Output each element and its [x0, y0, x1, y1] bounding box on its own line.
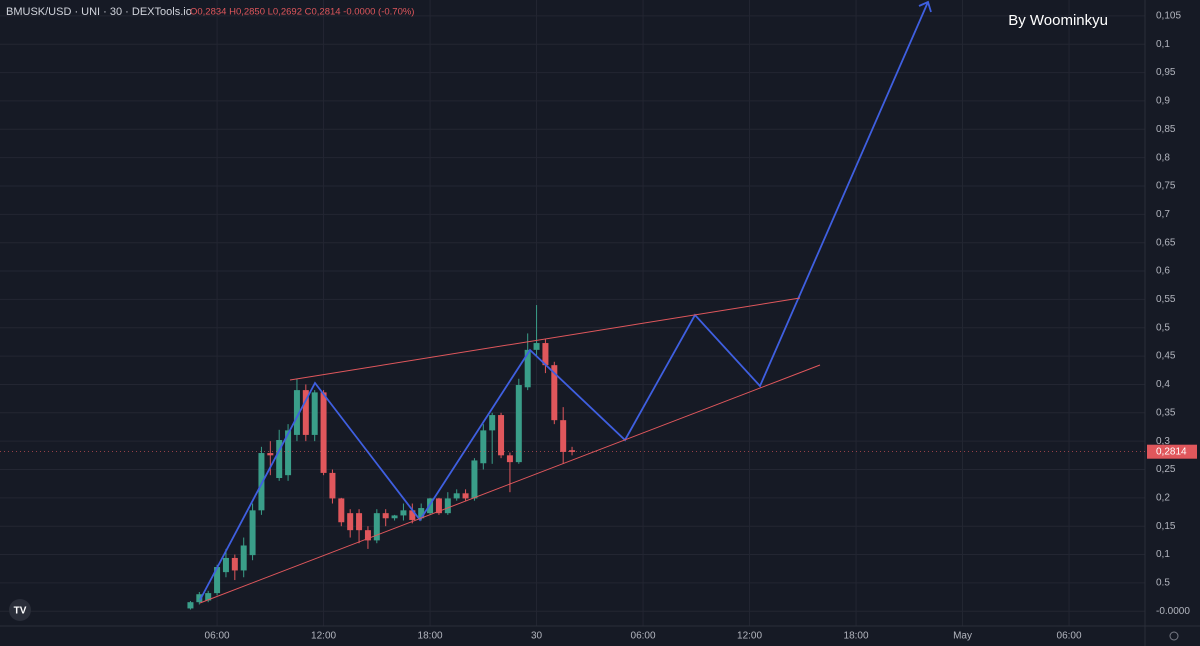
- candle-body: [214, 567, 221, 594]
- trendline-upper: [289, 297, 801, 381]
- candle-body: [373, 513, 380, 541]
- candle-body: [382, 513, 389, 519]
- candle-body: [356, 513, 363, 531]
- candle-body: [453, 493, 460, 499]
- candle-body: [506, 455, 513, 463]
- x-tick-label: 06:00: [205, 631, 230, 642]
- candle-body: [480, 430, 487, 464]
- y-tick-label: -0.0000: [1156, 606, 1190, 617]
- candle-body: [338, 498, 345, 523]
- candle-body: [205, 593, 212, 601]
- y-tick-label: 0,9: [1156, 96, 1170, 107]
- candle-body: [551, 365, 558, 421]
- candle-body: [391, 515, 398, 519]
- y-tick-label: 0,6: [1156, 266, 1170, 277]
- y-tick-label: 0,35: [1156, 407, 1176, 418]
- candle-body: [293, 390, 300, 435]
- x-tick-label: 18:00: [418, 631, 443, 642]
- candle-body: [533, 343, 540, 350]
- x-tick-label: 06:00: [631, 631, 656, 642]
- y-tick-label: 0,3: [1156, 436, 1170, 447]
- candle-body: [249, 510, 256, 556]
- last-price-tag: [1147, 444, 1197, 459]
- x-tick-label: 12:00: [311, 631, 336, 642]
- y-tick-label: 0,55: [1156, 294, 1176, 305]
- y-tick-label: 0,45: [1156, 351, 1176, 362]
- x-tick-label: 18:00: [844, 631, 869, 642]
- y-tick-label: 0,85: [1156, 124, 1176, 135]
- candle-body: [302, 390, 309, 435]
- settings-icon[interactable]: [1169, 631, 1179, 641]
- grid: [0, 0, 1145, 626]
- y-tick-label: 0,65: [1156, 237, 1176, 248]
- logo-mark: TV: [14, 606, 27, 617]
- candle-body: [311, 392, 318, 435]
- y-tick-label: 0,8: [1156, 152, 1170, 163]
- candle-body: [267, 453, 274, 456]
- x-tick-label: May: [953, 631, 972, 642]
- tv-logo: TV: [9, 599, 31, 621]
- y-tick-label: 0,105: [1156, 11, 1181, 22]
- candle-body: [418, 508, 425, 519]
- candle-body: [524, 349, 531, 388]
- x-tick-label: 12:00: [737, 631, 762, 642]
- candle-body: [400, 510, 407, 516]
- candle-body: [471, 460, 478, 499]
- y-tick-label: 0.5: [1156, 578, 1170, 589]
- last-price-label: 0,2814: [1156, 446, 1187, 457]
- y-tick-label: 0,4: [1156, 379, 1170, 390]
- y-tick-label: 0,1: [1156, 39, 1170, 50]
- trendline-lower: [199, 364, 821, 604]
- x-tick-label: 06:00: [1057, 631, 1082, 642]
- candle-body: [187, 602, 194, 609]
- candle-body: [196, 594, 203, 603]
- candle-body: [515, 385, 522, 463]
- candle-body: [347, 513, 354, 531]
- y-tick-label: 0,2: [1156, 492, 1170, 503]
- candle-body: [498, 415, 505, 456]
- candle-body: [276, 440, 283, 479]
- y-tick-label: 0,25: [1156, 464, 1176, 475]
- candle-body: [560, 420, 567, 452]
- candle-body: [222, 557, 229, 573]
- projection-path: [199, 1, 929, 601]
- candle-body: [569, 450, 576, 452]
- y-tick-label: 0,15: [1156, 521, 1176, 532]
- x-tick-label: 30: [531, 631, 543, 642]
- symbol-title: BMUSK/USD · UNI · 30 · DEXTools.io: [6, 6, 192, 18]
- candle-body: [285, 430, 292, 476]
- candle-body: [329, 472, 336, 499]
- candle-body: [258, 453, 265, 511]
- y-tick-label: 0,1: [1156, 549, 1170, 560]
- candle-body: [320, 392, 327, 473]
- candle-body: [489, 415, 496, 431]
- author-annotation: By Woominkyu: [1008, 12, 1108, 29]
- candle-body: [409, 510, 416, 520]
- y-tick-label: 0,7: [1156, 209, 1170, 220]
- candle-body: [444, 498, 451, 514]
- ohlc-header: O0,2834 H0,2850 L0,2692 C0,2814 -0.0000 …: [190, 7, 414, 18]
- y-tick-label: 0,75: [1156, 181, 1176, 192]
- candle-body: [435, 498, 442, 514]
- y-tick-label: 0,5: [1156, 322, 1170, 333]
- arrow-head: [918, 0, 932, 13]
- y-tick-label: 0,95: [1156, 67, 1176, 78]
- candle-body: [240, 545, 247, 571]
- candle-body: [364, 530, 371, 541]
- candle-body: [231, 557, 238, 571]
- candle-body: [462, 493, 469, 499]
- candle-body: [542, 343, 549, 366]
- logo-bg: [9, 599, 31, 621]
